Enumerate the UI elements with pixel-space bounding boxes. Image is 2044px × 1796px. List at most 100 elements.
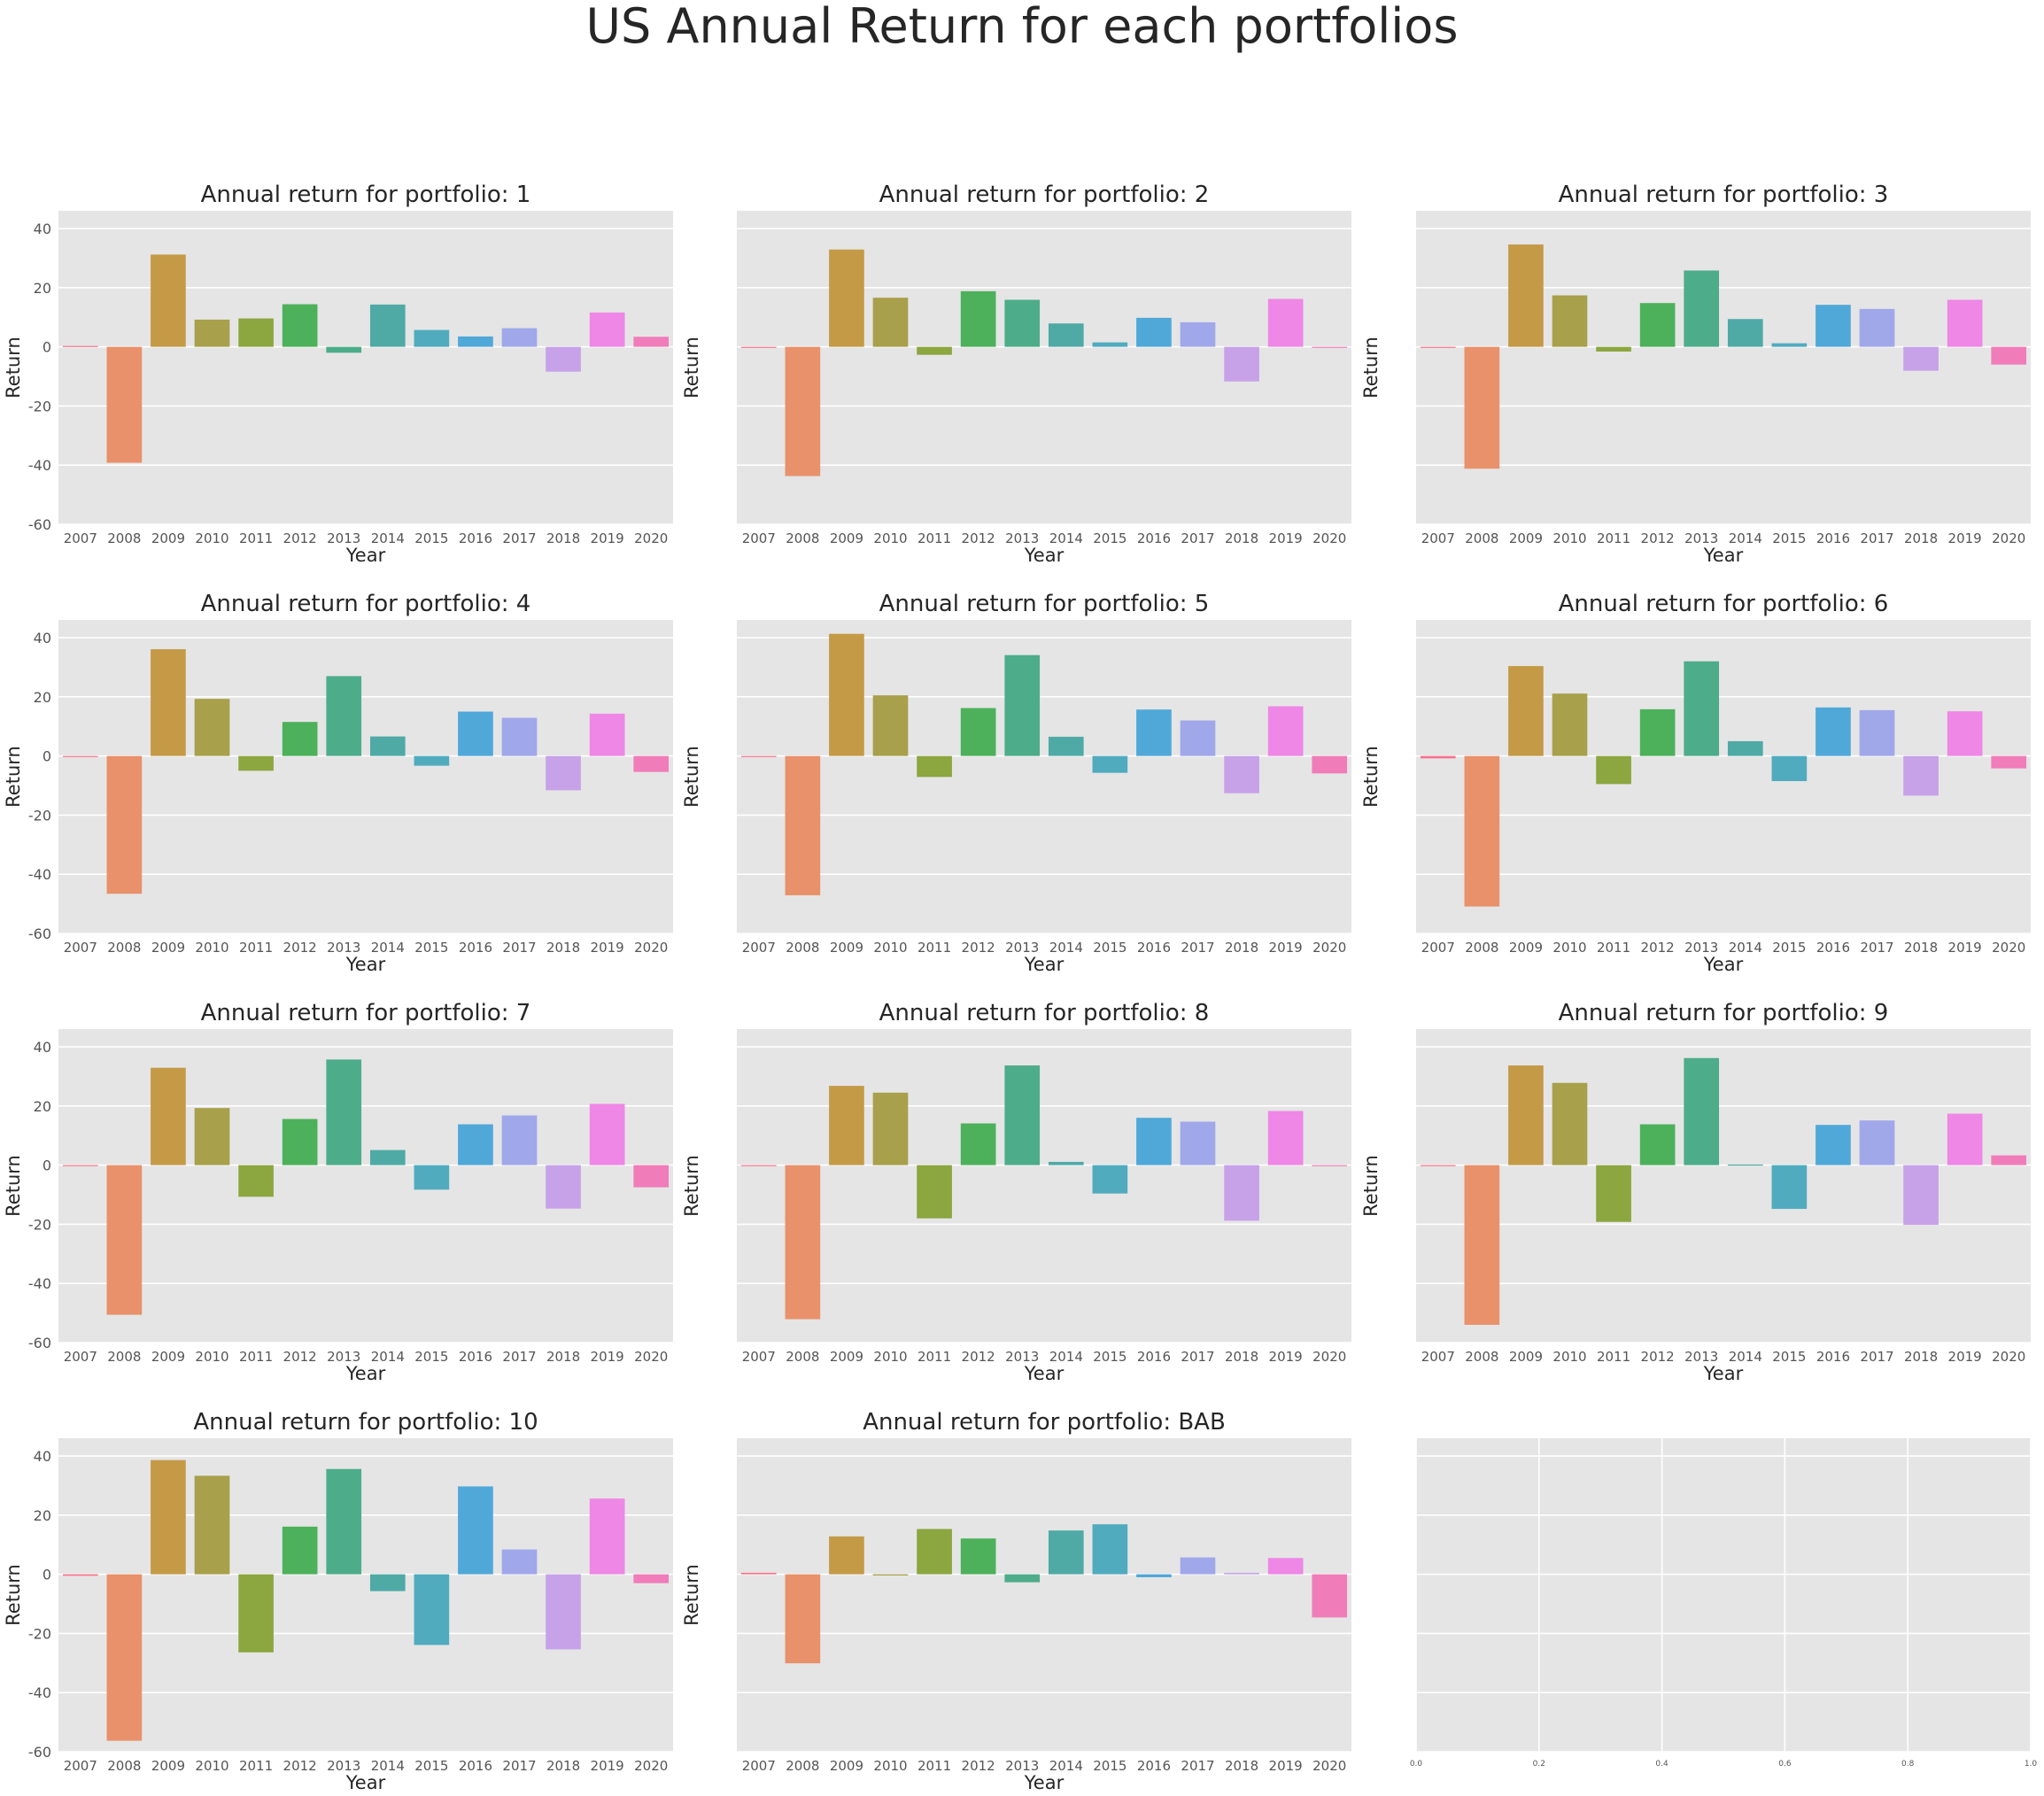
x-tick-label: 2008 [786, 530, 819, 546]
x-tick-label: 2012 [283, 530, 317, 546]
bar-2020 [633, 1574, 670, 1583]
x-tick-label: 2013 [1684, 530, 1718, 546]
x-tick-label: 2016 [1137, 1349, 1171, 1365]
bar-2019 [589, 1498, 625, 1575]
bar-2009 [829, 633, 864, 756]
bar-2016 [458, 1486, 493, 1575]
x-tick-label: 2019 [1948, 530, 1982, 546]
x-tick-label: 2008 [1465, 1349, 1498, 1365]
bar-2020 [1312, 1165, 1348, 1166]
x-tick-label: 2015 [414, 1758, 448, 1774]
x-tick-label: 2017 [502, 1349, 536, 1365]
x-tick-label: 2007 [742, 530, 776, 546]
bar-2012 [1639, 708, 1676, 756]
x-tick-label: 2012 [1641, 940, 1675, 956]
x-tick-label: 2015 [1772, 940, 1806, 956]
plot-area [737, 1438, 1351, 1752]
bar-2008 [785, 1574, 821, 1664]
y-axis-label: Return [1360, 1155, 1382, 1217]
bar-2018 [1224, 755, 1259, 793]
x-tick-label: 2016 [1816, 530, 1850, 546]
subplot-title: Annual return for portfolio: 7 [201, 1000, 531, 1026]
bar-2012 [282, 1526, 318, 1575]
bar-2014 [1727, 740, 1763, 756]
y-axis-label: Return [3, 1564, 24, 1626]
x-tick-label: 2018 [546, 1349, 580, 1365]
y-tick-label: 20 [34, 280, 51, 297]
bar-2020 [1312, 1574, 1348, 1618]
bar-2010 [1552, 693, 1588, 756]
x-tick-label: 2011 [239, 1758, 273, 1774]
bar-2018 [546, 1165, 581, 1209]
x-tick-label: 2013 [327, 530, 360, 546]
x-tick-label: 2015 [414, 530, 448, 546]
bar-2008 [106, 1165, 143, 1315]
subplot-5: 2007 2008 2009 2010 2011 2012 2013 2014 2015 2016… [681, 591, 1351, 975]
bar-2007 [740, 1572, 777, 1575]
bar-2011 [1596, 755, 1631, 785]
x-tick-label: 2016 [1137, 940, 1171, 956]
x-tick-label: 2015 [414, 940, 448, 956]
subplot-title: Annual return for portfolio: 5 [879, 591, 1210, 617]
bar-2017 [1180, 1121, 1216, 1165]
bar-2015 [414, 1574, 450, 1645]
bar-2013 [326, 1468, 362, 1575]
x-tick-label: 2009 [830, 1758, 863, 1774]
x-axis-label: Year [345, 954, 386, 975]
bar-2019 [589, 713, 625, 756]
x-tick-label: 2010 [195, 530, 228, 546]
x-tick-label: 2020 [1312, 1758, 1346, 1774]
x-tick-label: 2015 [414, 1349, 448, 1365]
x-tick-label: 2016 [1816, 1349, 1850, 1365]
x-tick-label: 2011 [917, 530, 951, 546]
bar-2011 [917, 755, 952, 778]
bar-2016 [1136, 317, 1172, 347]
x-tick-label: 2007 [1421, 940, 1455, 956]
bar-2015 [1092, 755, 1128, 773]
bar-2015 [414, 329, 450, 347]
bar-2014 [1048, 1161, 1084, 1165]
x-tick-label: 2017 [502, 940, 536, 956]
y-axis-label: Return [681, 1155, 702, 1217]
bar-2020 [1312, 755, 1348, 774]
subplot-title: Annual return for portfolio: 4 [201, 591, 531, 617]
bar-2018 [546, 755, 581, 791]
x-tick-label: 2019 [1269, 1349, 1303, 1365]
bar-2014 [369, 304, 406, 347]
bar-2020 [633, 755, 670, 772]
x-tick-label: 0.8 [1901, 1760, 1915, 1769]
bar-2017 [501, 717, 538, 756]
x-tick-label: 2010 [1552, 940, 1586, 956]
y-axis-label: Return [681, 746, 702, 808]
x-tick-label: 2020 [1992, 530, 2025, 546]
bar-2014 [369, 736, 406, 756]
bar-2009 [829, 1536, 864, 1575]
bar-2011 [238, 755, 274, 771]
bar-2007 [1420, 755, 1456, 759]
x-tick-label: 2011 [239, 530, 273, 546]
x-tick-label: 2016 [1816, 940, 1850, 956]
bar-2016 [1816, 305, 1851, 347]
bar-2019 [1267, 706, 1304, 756]
x-tick-label: 2007 [742, 1349, 776, 1365]
y-tick-label: -40 [28, 866, 51, 883]
bar-2012 [282, 1119, 318, 1165]
bar-2008 [785, 1165, 821, 1320]
subplot-11: 2007 2008 2009 2010 2011 2012 2013 2014 2015 2016… [681, 1409, 1351, 1793]
bar-2016 [1816, 707, 1851, 756]
bar-2009 [151, 254, 186, 347]
x-tick-label: 2014 [1049, 940, 1083, 956]
x-axis-label: Year [345, 1363, 386, 1384]
bar-2017 [1180, 321, 1216, 347]
x-tick-label: 2018 [1904, 1349, 1938, 1365]
bar-2009 [1508, 666, 1544, 756]
x-tick-label: 2013 [1684, 940, 1718, 956]
bar-2013 [1684, 1057, 1720, 1165]
bar-2014 [1727, 319, 1763, 347]
x-tick-label: 2015 [1772, 1349, 1806, 1365]
bar-2015 [1092, 1524, 1128, 1575]
y-tick-label: -20 [28, 1625, 51, 1642]
x-tick-label: 2019 [1269, 1758, 1303, 1774]
x-tick-label: 2012 [283, 1349, 317, 1365]
bar-2015 [1771, 1165, 1808, 1210]
